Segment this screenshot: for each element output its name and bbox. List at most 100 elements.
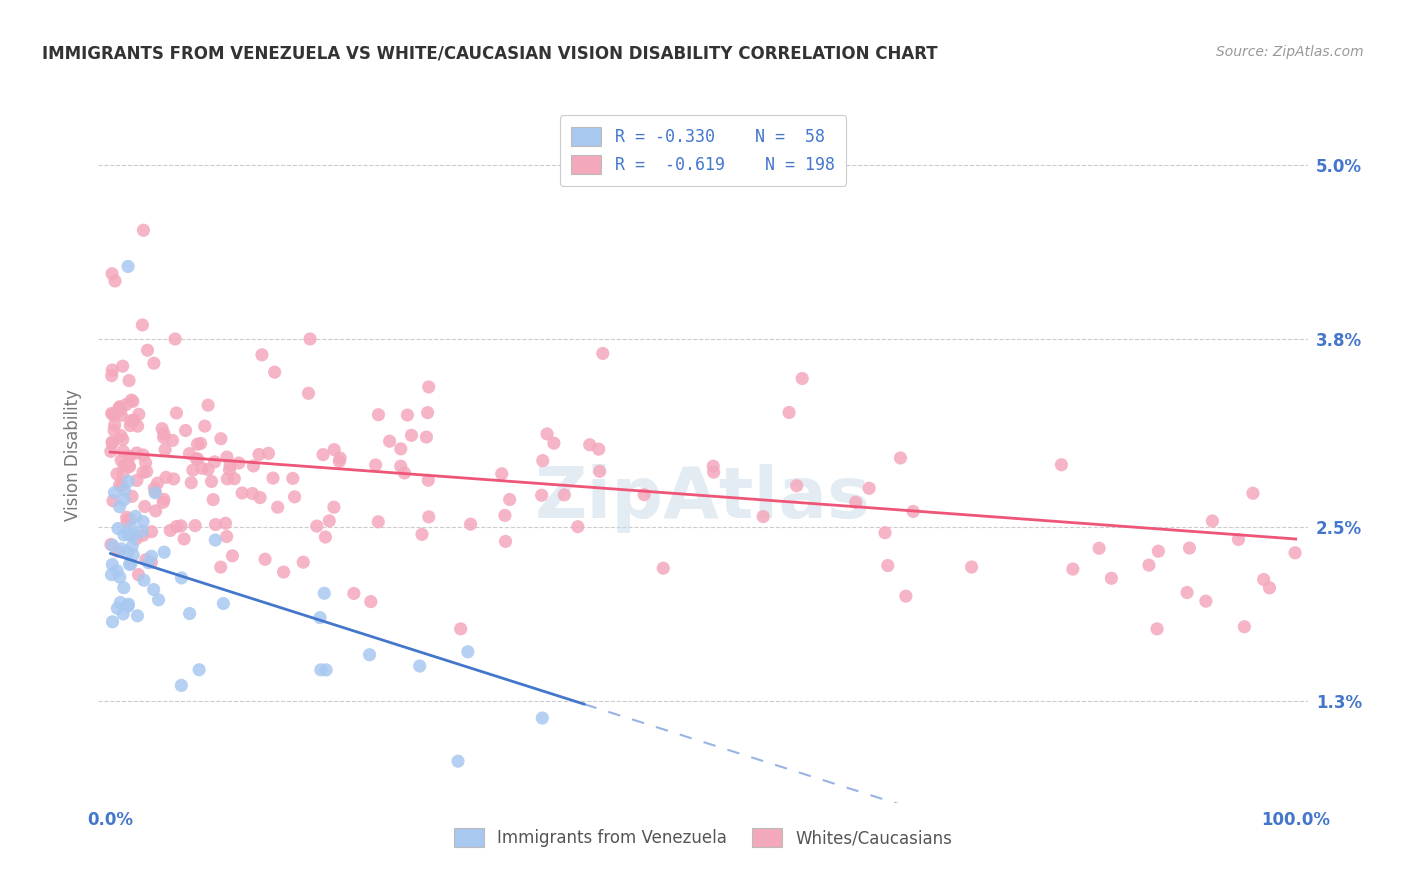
Point (1147, 544, 1170, 558)
Point (103, 409, 125, 423)
Point (150, 422, 173, 436)
Point (108, 401, 131, 416)
Point (378, 434, 401, 449)
Point (122, 413, 145, 427)
Point (873, 525, 896, 540)
Point (107, 522, 129, 536)
Point (104, 274, 127, 288)
Point (110, 403, 132, 417)
Point (122, 528, 145, 542)
Point (315, 663, 337, 677)
Point (112, 528, 135, 542)
Point (1178, 541, 1201, 555)
Point (281, 471, 304, 485)
Point (118, 558, 141, 572)
Point (128, 407, 150, 421)
Point (132, 223, 155, 237)
Point (204, 533, 226, 547)
Legend: Immigrants from Venezuela, Whites/Caucasians: Immigrants from Venezuela, Whites/Caucas… (444, 818, 962, 857)
Point (187, 452, 209, 467)
Point (127, 608, 149, 623)
Point (101, 267, 124, 281)
Point (1253, 573, 1275, 587)
Point (115, 398, 138, 412)
Point (652, 561, 675, 575)
Point (1241, 486, 1264, 500)
Point (125, 474, 148, 488)
Point (120, 527, 142, 541)
Point (257, 446, 280, 460)
Point (242, 458, 264, 473)
Point (125, 446, 148, 460)
Point (105, 564, 128, 578)
Y-axis label: Vision Disability: Vision Disability (65, 389, 83, 521)
Point (101, 363, 124, 377)
Point (792, 371, 814, 385)
Point (132, 574, 155, 588)
Point (786, 479, 808, 493)
Point (318, 514, 340, 528)
Point (136, 343, 159, 358)
Point (179, 607, 201, 621)
Point (181, 463, 204, 477)
Point (120, 520, 142, 534)
Point (263, 365, 285, 379)
Point (200, 475, 222, 489)
Point (228, 456, 250, 470)
Point (588, 442, 610, 457)
Point (389, 442, 412, 456)
Point (141, 524, 163, 539)
Point (209, 432, 232, 446)
Point (1099, 571, 1122, 585)
Point (224, 472, 246, 486)
Point (215, 450, 238, 464)
Point (132, 515, 155, 529)
Point (1146, 622, 1168, 636)
Point (460, 517, 482, 532)
Point (135, 465, 157, 479)
Point (752, 509, 775, 524)
Point (1233, 620, 1256, 634)
Point (170, 518, 193, 533)
Point (960, 560, 983, 574)
Point (110, 541, 132, 556)
Point (1137, 558, 1160, 573)
Point (297, 386, 319, 401)
Point (894, 589, 917, 603)
Point (138, 556, 160, 570)
Point (530, 488, 553, 502)
Point (135, 456, 157, 470)
Point (1050, 458, 1073, 472)
Point (186, 437, 208, 451)
Point (194, 419, 217, 434)
Point (110, 409, 132, 423)
Point (170, 678, 193, 692)
Point (209, 560, 232, 574)
Text: Source: ZipAtlas.com: Source: ZipAtlas.com (1216, 45, 1364, 59)
Point (118, 459, 141, 474)
Point (131, 318, 153, 332)
Point (120, 418, 142, 433)
Point (567, 519, 589, 533)
Point (186, 451, 208, 466)
Point (457, 645, 479, 659)
Point (589, 464, 612, 478)
Point (299, 332, 322, 346)
Point (108, 500, 131, 514)
Point (121, 489, 143, 503)
Point (249, 491, 271, 505)
Point (197, 462, 219, 476)
Point (191, 461, 214, 475)
Point (314, 586, 336, 600)
Point (323, 442, 346, 457)
Point (328, 454, 350, 468)
Point (1195, 594, 1218, 608)
Point (112, 444, 135, 458)
Point (115, 515, 138, 529)
Point (100, 407, 122, 421)
Point (104, 417, 127, 432)
Point (112, 581, 135, 595)
Point (118, 374, 141, 388)
Point (120, 393, 142, 408)
Point (267, 500, 290, 515)
